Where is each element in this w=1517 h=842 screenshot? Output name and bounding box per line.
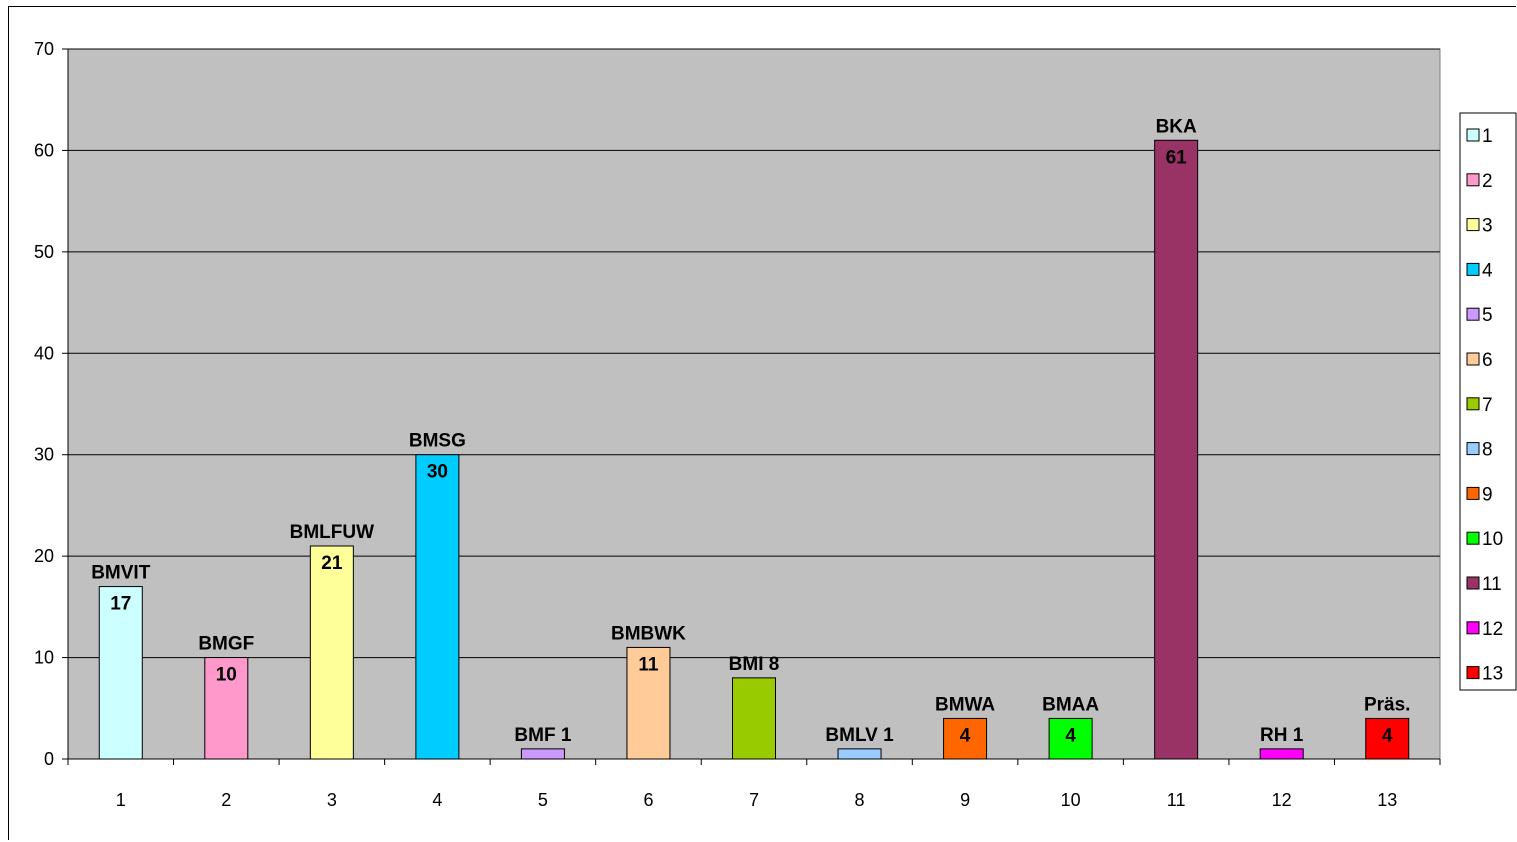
x-tick-label: 3 <box>327 790 337 810</box>
legend-swatch <box>1466 621 1480 635</box>
bar-value-label: 21 <box>321 553 343 574</box>
bar-category-label: BMBWK <box>611 623 686 644</box>
bar-category-label: Präs. <box>1364 694 1410 715</box>
x-tick-label: 10 <box>1061 790 1081 810</box>
legend-swatch <box>1466 352 1480 366</box>
legend-entry-label: 10 <box>1482 529 1503 550</box>
bar <box>98 586 143 760</box>
x-tick-label: 9 <box>960 790 970 810</box>
bar <box>204 657 249 760</box>
bar <box>1154 139 1199 760</box>
plot-area <box>67 48 1441 760</box>
bar-value-label: 30 <box>427 462 448 483</box>
bar <box>943 717 988 760</box>
legend-entry-label: 6 <box>1482 350 1493 371</box>
y-tick-label: 50 <box>34 242 54 262</box>
x-tick-label: 8 <box>855 790 865 810</box>
legend-swatch <box>1466 128 1480 142</box>
legend-swatch <box>1466 531 1480 545</box>
x-tick-label: 11 <box>1167 790 1186 810</box>
legend-swatch <box>1466 442 1480 456</box>
bar-category-label: BKA <box>1156 116 1197 137</box>
legend-swatch <box>1466 307 1480 321</box>
legend-entry-label: 4 <box>1482 260 1493 281</box>
bar-value-label: 10 <box>216 665 237 686</box>
bar-category-label: BMLV 1 <box>825 725 894 746</box>
legend-swatch <box>1466 666 1480 680</box>
x-tick-label: 7 <box>749 790 759 810</box>
bar-value-label: 4 <box>1382 725 1393 746</box>
y-axis: 0 10 20 30 40 50 60 70 <box>34 39 69 769</box>
bar <box>415 454 460 760</box>
bar-category-label: BMF 1 <box>514 725 571 746</box>
legend-entry-label: 7 <box>1482 395 1493 416</box>
x-tick-label: 1 <box>116 790 126 810</box>
bar <box>1259 748 1304 760</box>
y-tick-label: 0 <box>44 749 54 769</box>
bar-value-label: 61 <box>1166 147 1188 168</box>
bar <box>837 748 882 760</box>
x-tick-label: 13 <box>1377 790 1397 810</box>
chart-frame <box>8 6 1516 840</box>
y-tick-label: 60 <box>34 140 54 160</box>
bar <box>626 646 671 760</box>
x-tick-label: 4 <box>432 790 442 810</box>
bar-category-label: BMI 8 <box>729 654 780 675</box>
legend-entry-label: 12 <box>1482 619 1503 640</box>
x-tick-label: 2 <box>221 790 231 810</box>
x-tick-label: 6 <box>643 790 653 810</box>
bar-category-label: BMVIT <box>91 563 151 584</box>
bar <box>309 545 354 760</box>
bar-category-label: BMLFUW <box>290 522 374 543</box>
bar-category-label: BMSG <box>409 431 466 452</box>
bar-value-label: 4 <box>1065 725 1076 746</box>
y-tick-label: 40 <box>34 343 54 363</box>
bar-value-label: 11 <box>638 654 659 675</box>
bar-category-label: BMAA <box>1042 694 1099 715</box>
legend-swatch <box>1466 576 1480 590</box>
legend-swatch <box>1466 173 1480 187</box>
bar-labels: BMVIT 17 BMGF 10 BMLFUW 21 BMSG 30 BMF 1 BMBWK 11 B… <box>91 116 1410 746</box>
bar-category-label: BMWA <box>935 694 995 715</box>
legend-swatch <box>1466 486 1480 500</box>
legend-entry-label: 9 <box>1482 484 1493 505</box>
bar-value-label: 4 <box>960 725 971 746</box>
bar <box>1048 717 1093 760</box>
legend-entry-label: 11 <box>1482 574 1502 595</box>
bar <box>1365 717 1410 760</box>
bar-category-label: RH 1 <box>1260 725 1304 746</box>
y-tick-label: 30 <box>34 445 54 465</box>
legend-swatch <box>1466 262 1480 276</box>
bar-value-label: 17 <box>110 594 131 615</box>
y-tick-label: 10 <box>34 648 54 668</box>
legend-swatch <box>1466 397 1480 411</box>
x-axis: 1 2 3 4 5 6 7 8 9 10 11 12 13 <box>67 758 1441 810</box>
legend-entry-label: 2 <box>1482 171 1493 192</box>
y-tick-label: 70 <box>34 39 54 59</box>
x-tick-label: 5 <box>538 790 548 810</box>
bar <box>732 677 776 760</box>
bar-category-label: BMGF <box>198 634 254 655</box>
y-tick-label: 20 <box>34 546 54 566</box>
legend-swatch <box>1466 218 1480 232</box>
legend-entry-label: 5 <box>1482 305 1493 326</box>
x-tick-label: 12 <box>1272 790 1292 810</box>
legend-entry-label: 8 <box>1482 440 1493 461</box>
legend-entry-label: 3 <box>1482 216 1493 237</box>
bars <box>98 139 1410 760</box>
legend-entry-label: 1 <box>1482 126 1493 147</box>
grid-lines <box>68 48 1440 659</box>
legend-entry-label: 13 <box>1482 664 1503 685</box>
bar <box>520 748 565 760</box>
